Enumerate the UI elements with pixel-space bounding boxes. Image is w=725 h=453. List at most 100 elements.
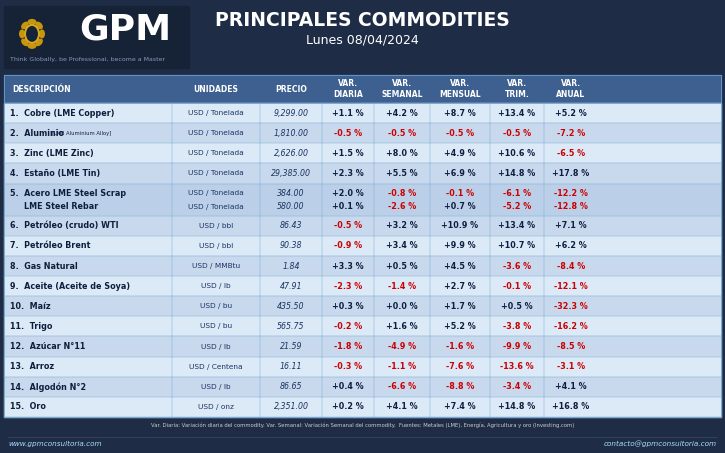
Bar <box>4 296 721 316</box>
Text: -6.5 %: -6.5 % <box>557 149 585 158</box>
Text: -0.5 %: -0.5 % <box>446 129 474 138</box>
Bar <box>4 183 721 216</box>
Text: +10.6 %: +10.6 % <box>498 149 536 158</box>
Text: -1.1 %: -1.1 % <box>388 362 416 371</box>
Ellipse shape <box>19 29 25 39</box>
Text: USD / Tonelada: USD / Tonelada <box>188 170 244 177</box>
Text: Think Globally, be Professional, become a Master: Think Globally, be Professional, become … <box>10 57 165 62</box>
Text: +4.1 %: +4.1 % <box>555 382 587 391</box>
Text: +6.2 %: +6.2 % <box>555 241 587 251</box>
Bar <box>4 397 721 417</box>
Bar <box>4 337 721 357</box>
Text: 4.  Estaño (LME Tin): 4. Estaño (LME Tin) <box>10 169 100 178</box>
Text: UNIDADES: UNIDADES <box>194 85 239 93</box>
Text: +6.9 %: +6.9 % <box>444 169 476 178</box>
Text: -4.9 %: -4.9 % <box>388 342 416 351</box>
Text: USD / bu: USD / bu <box>200 323 232 329</box>
Text: +5.2 %: +5.2 % <box>555 109 587 118</box>
Text: 10.  Maíz: 10. Maíz <box>10 302 51 311</box>
Text: 565.75: 565.75 <box>277 322 304 331</box>
Text: +0.1 %: +0.1 % <box>332 202 364 211</box>
Text: +0.2 %: +0.2 % <box>332 402 364 411</box>
Text: 2,351.00: 2,351.00 <box>273 402 309 411</box>
Text: +0.4 %: +0.4 % <box>332 382 364 391</box>
Text: -1.4 %: -1.4 % <box>388 282 416 291</box>
Text: -3.4 %: -3.4 % <box>503 382 531 391</box>
Text: 580.00: 580.00 <box>277 202 304 211</box>
Text: +5.5 %: +5.5 % <box>386 169 418 178</box>
Text: +1.5 %: +1.5 % <box>332 149 364 158</box>
Text: -0.1 %: -0.1 % <box>446 188 474 198</box>
Text: +1.1 %: +1.1 % <box>332 109 364 118</box>
Ellipse shape <box>21 22 29 29</box>
Text: -0.2 %: -0.2 % <box>334 322 362 331</box>
Text: VAR.
SEMANAL: VAR. SEMANAL <box>381 79 423 99</box>
Text: +9.9 %: +9.9 % <box>444 241 476 251</box>
Text: USD / Tonelada: USD / Tonelada <box>188 110 244 116</box>
Text: 2.  Aluminio: 2. Aluminio <box>10 129 64 138</box>
Text: -0.9 %: -0.9 % <box>334 241 362 251</box>
Text: 16.11: 16.11 <box>280 362 302 371</box>
Ellipse shape <box>36 39 43 46</box>
Text: -12.2 %: -12.2 % <box>554 188 588 198</box>
Ellipse shape <box>28 19 36 25</box>
Bar <box>4 256 721 276</box>
Text: 86.65: 86.65 <box>280 382 302 391</box>
Text: 1,810.00: 1,810.00 <box>273 129 309 138</box>
Text: VAR.
DIARIA: VAR. DIARIA <box>333 79 363 99</box>
Text: +4.9 %: +4.9 % <box>444 149 476 158</box>
Bar <box>4 236 721 256</box>
Text: 384.00: 384.00 <box>277 188 304 198</box>
Text: +14.8 %: +14.8 % <box>498 169 536 178</box>
Text: 1.  Cobre (LME Copper): 1. Cobre (LME Copper) <box>10 109 115 118</box>
Text: Lunes 08/04/2024: Lunes 08/04/2024 <box>306 34 419 47</box>
Text: +14.8 %: +14.8 % <box>498 402 536 411</box>
Text: 7.  Petróleo Brent: 7. Petróleo Brent <box>10 241 91 251</box>
Text: USD / onz: USD / onz <box>198 404 234 410</box>
Text: 86.43: 86.43 <box>280 221 302 230</box>
Text: +2.3 %: +2.3 % <box>332 169 364 178</box>
Text: -0.5 %: -0.5 % <box>334 129 362 138</box>
Text: +5.2 %: +5.2 % <box>444 322 476 331</box>
Text: +10.7 %: +10.7 % <box>498 241 536 251</box>
Text: VAR.
MENSUAL: VAR. MENSUAL <box>439 79 481 99</box>
Text: USD / Tonelada: USD / Tonelada <box>188 130 244 136</box>
Text: +3.3 %: +3.3 % <box>332 261 364 270</box>
Text: 8.  Gas Natural: 8. Gas Natural <box>10 261 78 270</box>
Text: 15.  Oro: 15. Oro <box>10 402 46 411</box>
Text: -13.6 %: -13.6 % <box>500 362 534 371</box>
Bar <box>4 143 721 164</box>
Text: +0.5 %: +0.5 % <box>501 302 533 311</box>
Text: PRECIO: PRECIO <box>275 85 307 93</box>
Text: USD / Centena: USD / Centena <box>189 364 243 370</box>
Text: -16.2 %: -16.2 % <box>554 322 588 331</box>
Text: [LME Aluminium Alloy]: [LME Aluminium Alloy] <box>50 131 111 136</box>
Text: 21.59: 21.59 <box>280 342 302 351</box>
Text: +16.8 %: +16.8 % <box>552 402 589 411</box>
Text: USD / MMBtu: USD / MMBtu <box>192 263 240 269</box>
Text: -8.4 %: -8.4 % <box>557 261 585 270</box>
Text: -0.1 %: -0.1 % <box>503 282 531 291</box>
Text: +2.0 %: +2.0 % <box>332 188 364 198</box>
Text: +17.8 %: +17.8 % <box>552 169 589 178</box>
Ellipse shape <box>39 29 45 39</box>
Text: USD / Tonelada: USD / Tonelada <box>188 190 244 196</box>
Text: -7.6 %: -7.6 % <box>446 362 474 371</box>
Text: -2.3 %: -2.3 % <box>334 282 362 291</box>
Text: +0.0 %: +0.0 % <box>386 302 418 311</box>
Text: Var. Diaria: Variación diaria del commodity. Var. Semanal: Variación Semanal del: Var. Diaria: Variación diaria del commod… <box>151 423 574 429</box>
Text: +7.4 %: +7.4 % <box>444 402 476 411</box>
Text: 435.50: 435.50 <box>277 302 304 311</box>
Ellipse shape <box>21 39 29 46</box>
Ellipse shape <box>28 43 36 49</box>
Bar <box>4 164 721 183</box>
Bar <box>4 276 721 296</box>
Text: +0.5 %: +0.5 % <box>386 261 418 270</box>
Bar <box>4 6 189 68</box>
Ellipse shape <box>36 22 43 29</box>
Text: 6.  Petróleo (crudo) WTI: 6. Petróleo (crudo) WTI <box>10 221 119 230</box>
Text: DESCRIPCIÓN: DESCRIPCIÓN <box>12 85 70 93</box>
Text: +0.7 %: +0.7 % <box>444 202 476 211</box>
Text: -12.1 %: -12.1 % <box>554 282 588 291</box>
Text: -6.6 %: -6.6 % <box>388 382 416 391</box>
